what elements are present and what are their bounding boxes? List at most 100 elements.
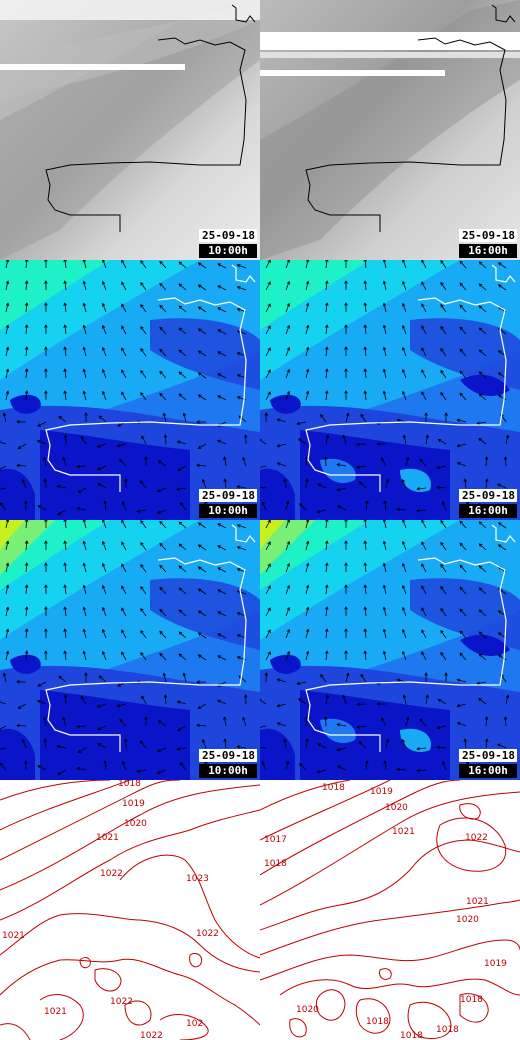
wind-arrow-head (317, 483, 321, 487)
wind-arrow (77, 507, 87, 511)
wind-arrow-head (305, 478, 309, 483)
wind-arrow (25, 584, 28, 595)
wind-arrow (402, 303, 407, 313)
wind-arrow (464, 739, 467, 749)
wind-arrow-head (82, 606, 87, 611)
wind-arrow (65, 694, 67, 705)
wind-arrow-head (76, 767, 81, 771)
wind-arrow-head (119, 718, 123, 723)
wind-arrow (421, 607, 427, 617)
wind-arrow (137, 769, 147, 772)
wind-arrow-head (325, 694, 330, 699)
wind-arrow-head (323, 716, 328, 720)
wind-map (0, 520, 260, 780)
wind-arrow-head (276, 704, 281, 708)
wind-arrow-head (316, 769, 321, 774)
wind-arrow (440, 260, 447, 269)
wind-arrow-head (144, 456, 148, 460)
wind-arrow-head (159, 564, 163, 569)
wind-arrow-head (217, 351, 222, 355)
wind-arrow (385, 739, 389, 749)
wind-arrow-head (383, 500, 387, 505)
wind-arrow (405, 717, 409, 727)
wind-arrow (459, 652, 467, 661)
wind-arrow (158, 720, 167, 727)
wind-arrow-head (505, 694, 510, 699)
wind-arrow-head (243, 434, 248, 438)
wind-arrow-head (5, 540, 10, 545)
wind-arrow (364, 520, 367, 529)
wind-arrow-head (344, 280, 348, 284)
wind-arrow-head (267, 629, 271, 634)
wind-arrow (459, 586, 467, 595)
wind-arrow (265, 281, 271, 291)
wind-arrow-head (44, 562, 48, 566)
wind-arrow (337, 747, 347, 751)
wind-arrow-head (196, 420, 200, 424)
wind-arrow-head (63, 390, 67, 395)
wind-arrow (360, 674, 367, 683)
wind-arrow (305, 607, 309, 617)
wind-arrow (5, 303, 9, 313)
wind-arrow (364, 325, 367, 335)
wind-arrow (37, 440, 47, 445)
wind-arrow (440, 564, 447, 573)
wind-arrow (425, 435, 428, 445)
wind-arrow-head (176, 700, 181, 704)
wind-arrow-head (24, 302, 29, 306)
wind-arrow-head (305, 650, 310, 655)
wind-arrow (140, 304, 147, 313)
wind-arrow-head (402, 324, 406, 329)
wind-arrow-head (363, 324, 368, 328)
wind-arrow (459, 370, 467, 379)
wind-arrow-head (101, 584, 106, 589)
wind-arrow (284, 739, 287, 749)
wind-arrow-head (267, 651, 271, 656)
wind-arrow-head (159, 542, 163, 547)
isobar-lines (0, 780, 260, 1040)
wind-arrow (198, 262, 207, 269)
wind-arrow (178, 587, 187, 595)
wind-arrow (440, 282, 447, 291)
wind-arrow-head (436, 745, 440, 750)
wind-arrow-head (456, 418, 461, 423)
wind-arrow-head (17, 705, 22, 709)
wind-arrow (83, 607, 87, 617)
wind-arrow-head (405, 716, 410, 721)
wind-arrow-head (140, 370, 144, 374)
wind-arrow-head (305, 520, 310, 523)
wind-arrow-head (459, 520, 464, 525)
wind-arrow-head (177, 727, 182, 731)
wind-arrow (178, 371, 187, 379)
wind-arrow-head (63, 520, 67, 523)
wind-arrow-head (82, 584, 87, 589)
wind-arrow (198, 522, 207, 529)
wind-arrow-head (121, 347, 125, 352)
wind-arrow-head (217, 567, 222, 571)
wind-arrow-head (416, 768, 420, 773)
wind-arrow (421, 369, 427, 379)
wind-arrow-head (101, 302, 106, 307)
wind-arrow-head (82, 324, 87, 329)
wind-arrow (183, 413, 187, 423)
wind-arrow (238, 675, 247, 683)
wind-arrow-head (459, 348, 464, 353)
wind-arrow-head (101, 390, 106, 395)
wind-arrow (479, 631, 487, 639)
wind-arrow-head (476, 421, 481, 425)
wind-arrow (83, 651, 87, 661)
isobar-label: 1018 (322, 783, 345, 793)
wind-arrow-head (140, 608, 144, 612)
wind-arrow-head (363, 280, 368, 284)
wind-arrow (121, 541, 127, 551)
wind-arrow-head (459, 282, 464, 287)
isobar-label: 1018 (460, 995, 483, 1005)
wind-arrow (317, 743, 327, 749)
wind-arrow (440, 326, 447, 335)
wind-arrow (102, 651, 107, 661)
wind-arrow-head (286, 346, 290, 351)
wind-arrow-head (421, 629, 425, 633)
wind-arrow (121, 281, 127, 291)
wind-arrow (421, 585, 427, 595)
wind-arrow (384, 761, 387, 771)
